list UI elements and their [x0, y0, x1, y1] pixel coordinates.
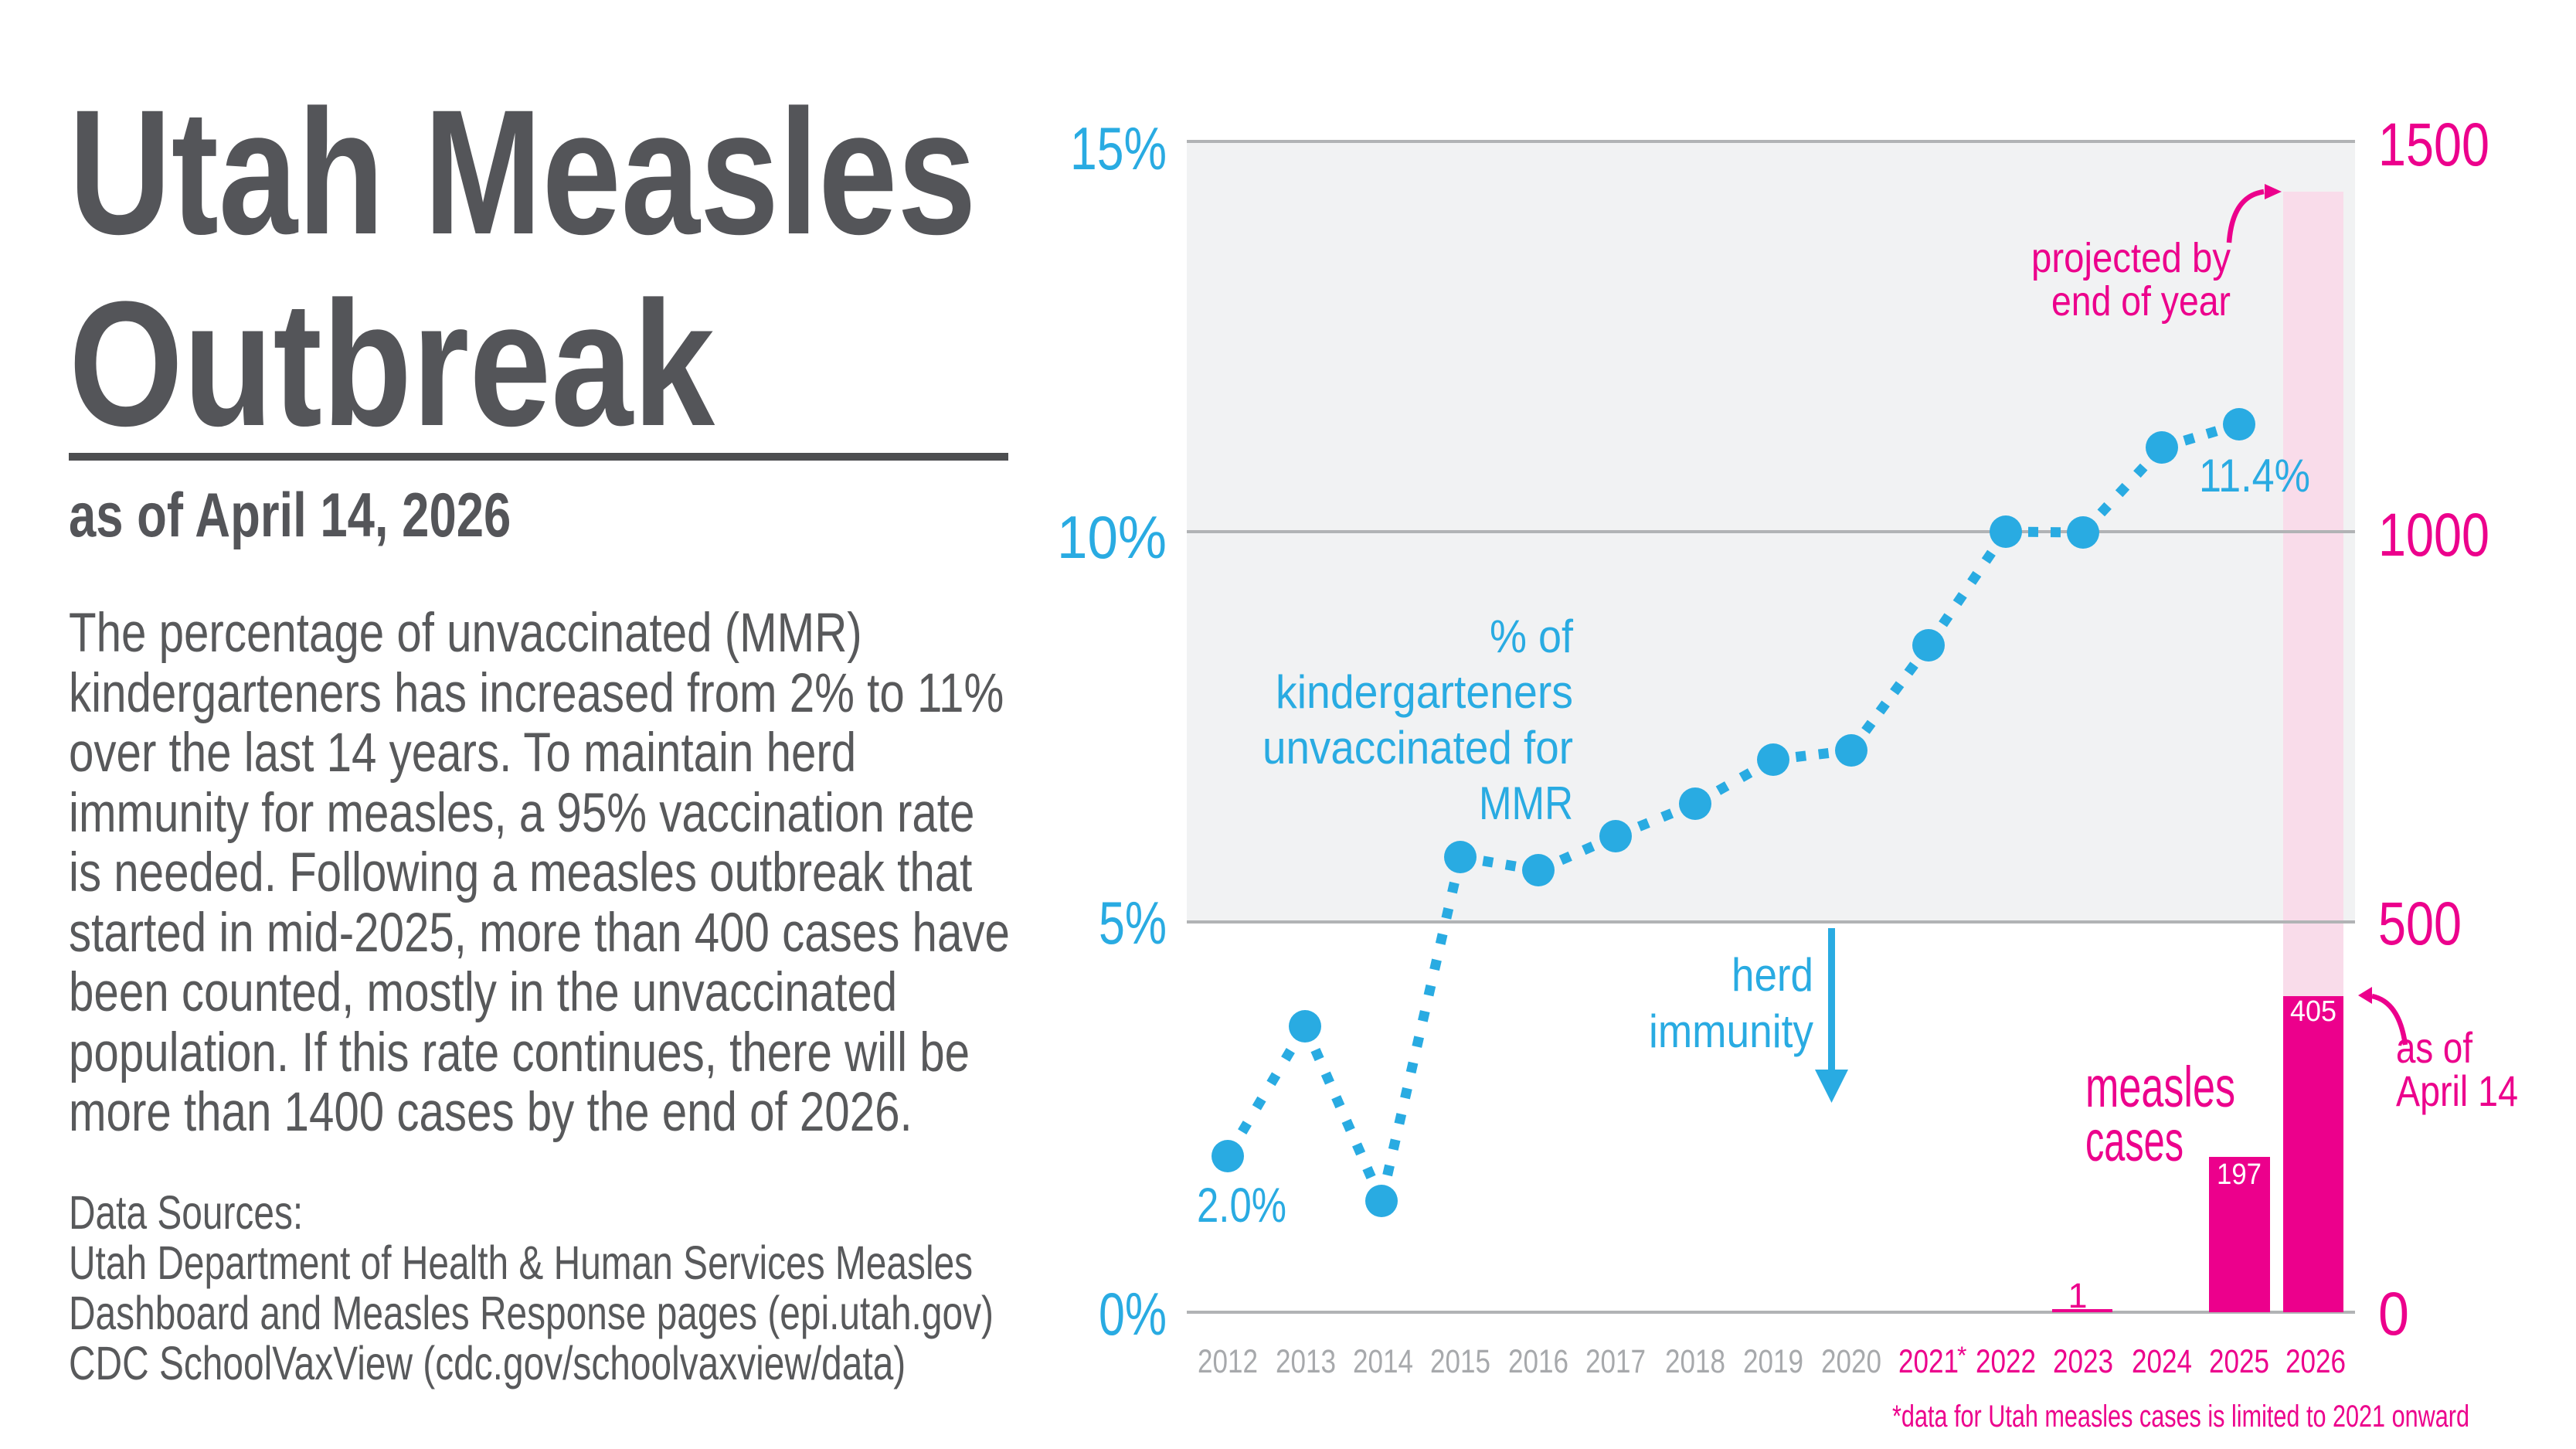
svg-text:405: 405 [2290, 995, 2336, 1028]
svg-text:kindergarteners: kindergarteners [1276, 666, 1573, 718]
svg-text:MMR: MMR [1479, 777, 1573, 829]
svg-text:11.4%: 11.4% [2199, 450, 2310, 502]
svg-text:2023: 2023 [2053, 1343, 2113, 1380]
svg-text:5%: 5% [1099, 889, 1167, 957]
svg-text:10%: 10% [1057, 503, 1167, 571]
svg-text:*: * [1957, 1342, 1966, 1369]
svg-text:1000: 1000 [2378, 500, 2489, 569]
svg-text:2.0%: 2.0% [1197, 1179, 1286, 1233]
svg-text:measles: measles [2085, 1055, 2235, 1119]
svg-text:1500: 1500 [2378, 110, 2489, 179]
svg-text:2020: 2020 [1821, 1343, 1881, 1380]
svg-text:end of year: end of year [2051, 278, 2231, 325]
svg-text:cases: cases [2085, 1109, 2183, 1173]
svg-text:2019: 2019 [1743, 1343, 1803, 1380]
svg-text:2024: 2024 [2132, 1343, 2192, 1380]
svg-text:*data for Utah measles cases i: *data for Utah measles cases is limited … [1892, 1400, 2469, 1434]
svg-text:0%: 0% [1099, 1280, 1167, 1348]
svg-text:April 14: April 14 [2396, 1066, 2518, 1115]
svg-text:0: 0 [2378, 1279, 2409, 1348]
svg-text:projected by: projected by [2031, 235, 2231, 281]
svg-text:% of: % of [1490, 611, 1573, 662]
svg-text:immunity: immunity [1649, 1005, 1813, 1057]
svg-text:2021: 2021 [1898, 1343, 1959, 1380]
svg-text:2012: 2012 [1198, 1343, 1258, 1380]
svg-text:herd: herd [1731, 949, 1813, 1001]
svg-text:unvaccinated for: unvaccinated for [1263, 722, 1573, 774]
svg-text:15%: 15% [1070, 114, 1167, 182]
svg-text:2026: 2026 [2285, 1343, 2346, 1380]
svg-text:2015: 2015 [1430, 1343, 1490, 1380]
svg-text:2013: 2013 [1276, 1343, 1336, 1380]
svg-text:2016: 2016 [1508, 1343, 1568, 1380]
svg-text:as of: as of [2396, 1023, 2472, 1072]
svg-text:2014: 2014 [1353, 1343, 1413, 1380]
svg-text:197: 197 [2217, 1158, 2262, 1191]
svg-text:1: 1 [2068, 1276, 2087, 1315]
svg-text:2025: 2025 [2209, 1343, 2269, 1380]
svg-text:2022: 2022 [1976, 1343, 2036, 1380]
svg-text:2017: 2017 [1585, 1343, 1646, 1380]
svg-text:2018: 2018 [1665, 1343, 1725, 1380]
svg-text:500: 500 [2378, 889, 2462, 957]
